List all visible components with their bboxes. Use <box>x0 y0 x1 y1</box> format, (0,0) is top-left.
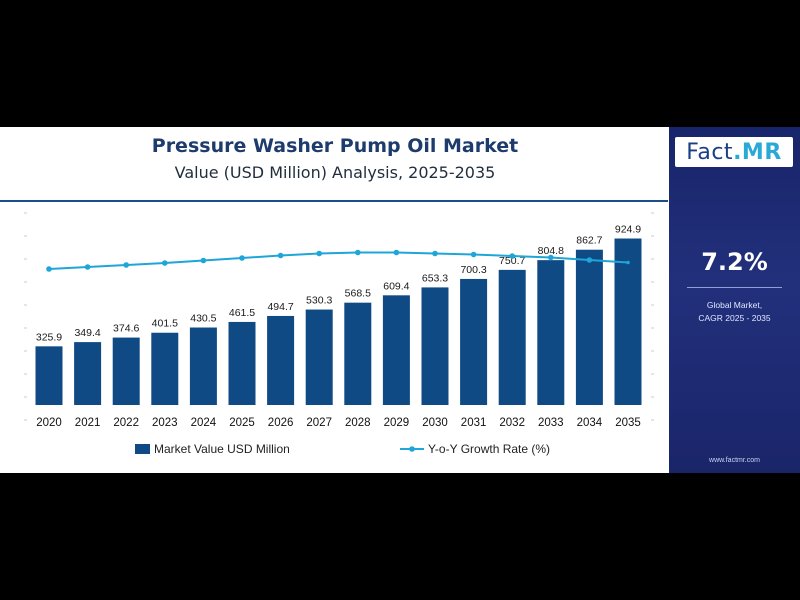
bar-value-label: 430.5 <box>190 313 216 325</box>
growth-point <box>84 264 91 270</box>
left-axis-ticks <box>24 212 27 421</box>
x-axis-tick-labels: 2020 2021 2022 2023 2024 2025 2026 2027 2028 2029… <box>36 417 641 429</box>
x-tick-label: 2025 <box>229 417 255 429</box>
legend-bar-swatch <box>135 444 150 454</box>
growth-point <box>316 250 323 257</box>
legend: Market Value USD Million Y-o-Y Growth Rat… <box>135 442 550 456</box>
bar <box>537 260 565 405</box>
bar-value-labels: 325.9 349.4 374.6 401.5 430.5 461.5 494.7 530.3… <box>36 224 641 344</box>
chart-plot: 325.9 349.4 374.6 401.5 430.5 461.5 494.7 530.3… <box>24 212 654 456</box>
bar <box>151 332 179 405</box>
x-tick-label: 2029 <box>384 417 410 429</box>
legend-line-marker <box>409 446 415 452</box>
growth-point <box>200 257 207 264</box>
bar <box>189 327 217 405</box>
bar-value-label: 804.8 <box>538 245 564 257</box>
bar <box>228 321 256 405</box>
bar-value-label: 325.9 <box>36 331 62 343</box>
bar-value-label: 653.3 <box>422 272 448 284</box>
growth-point <box>470 251 477 258</box>
bar <box>575 249 603 405</box>
growth-point <box>626 260 630 265</box>
x-tick-label: 2027 <box>306 417 332 429</box>
cagr-value: 7.2% <box>701 248 768 276</box>
logo-text-fact: Fact <box>686 139 734 165</box>
cagr-label-line1: Global Market, <box>706 300 763 310</box>
growth-point <box>239 255 245 261</box>
cagr-divider <box>687 287 782 288</box>
bar-value-label: 568.5 <box>345 288 371 300</box>
bar-value-label: 609.4 <box>383 280 409 292</box>
x-tick-label: 2026 <box>268 417 294 429</box>
growth-point <box>277 252 284 259</box>
cagr-label-line2: CAGR 2025 - 2035 <box>698 313 771 323</box>
bar-value-label: 924.9 <box>615 224 641 236</box>
bar-value-label: 374.6 <box>113 323 139 335</box>
chart-subtitle: Value (USD Million) Analysis, 2025-2035 <box>174 163 496 182</box>
x-tick-label: 2020 <box>36 417 62 429</box>
cagr-label: Global Market, CAGR 2025 - 2035 <box>669 299 800 325</box>
x-tick-label: 2031 <box>461 417 487 429</box>
legend-line-label: Y-o-Y Growth Rate (%) <box>428 442 550 456</box>
legend-bar-label: Market Value USD Million <box>154 442 290 456</box>
growth-point <box>355 249 361 256</box>
growth-point <box>586 257 593 263</box>
chart-card: Pressure Washer Pump Oil Market Value (U… <box>0 127 800 473</box>
bar <box>112 337 140 405</box>
bar <box>498 269 526 405</box>
bar <box>35 346 63 405</box>
growth-line <box>48 251 629 270</box>
bar-value-label: 530.3 <box>306 295 332 307</box>
bar <box>305 309 333 405</box>
x-tick-label: 2030 <box>422 417 448 429</box>
bar <box>74 342 102 405</box>
bar-value-label: 494.7 <box>267 301 293 313</box>
bar <box>614 238 642 405</box>
bar-value-label: 461.5 <box>229 307 255 319</box>
x-tick-label: 2021 <box>75 417 101 429</box>
bar-series <box>35 238 642 405</box>
bar <box>421 287 449 405</box>
bar <box>267 315 295 405</box>
factmr-logo[interactable]: Fact .MR <box>675 137 793 167</box>
side-panel: Fact .MR 7.2% Global Market, CAGR 2025 - … <box>669 127 800 473</box>
bar-value-label: 750.7 <box>499 255 525 267</box>
bar-value-label: 862.7 <box>576 235 602 247</box>
growth-point <box>548 254 554 261</box>
x-tick-label: 2033 <box>538 417 564 429</box>
growth-point <box>432 250 438 257</box>
growth-point <box>123 262 129 268</box>
growth-point <box>509 253 515 259</box>
x-tick-label: 2022 <box>113 417 139 429</box>
x-tick-label: 2034 <box>577 417 603 429</box>
x-tick-label: 2028 <box>345 417 371 429</box>
bar-value-label: 700.3 <box>460 264 486 276</box>
growth-line-series <box>46 249 630 272</box>
bar <box>344 302 372 405</box>
x-tick-label: 2023 <box>152 417 178 429</box>
x-tick-label: 2024 <box>191 417 217 429</box>
bar <box>460 278 488 405</box>
chart-title: Pressure Washer Pump Oil Market <box>151 135 519 157</box>
website-link[interactable]: www.factmr.com <box>709 457 760 464</box>
bar <box>382 295 410 405</box>
growth-point <box>393 249 400 256</box>
growth-point <box>46 266 52 272</box>
growth-point <box>162 260 168 266</box>
bar-value-label: 401.5 <box>152 318 178 330</box>
right-axis-ticks <box>651 212 654 421</box>
bar-value-label: 349.4 <box>74 327 100 339</box>
x-tick-label: 2032 <box>499 417 525 429</box>
title-divider <box>0 200 668 202</box>
logo-text-mr: .MR <box>733 139 782 165</box>
x-tick-label: 2035 <box>615 417 641 429</box>
